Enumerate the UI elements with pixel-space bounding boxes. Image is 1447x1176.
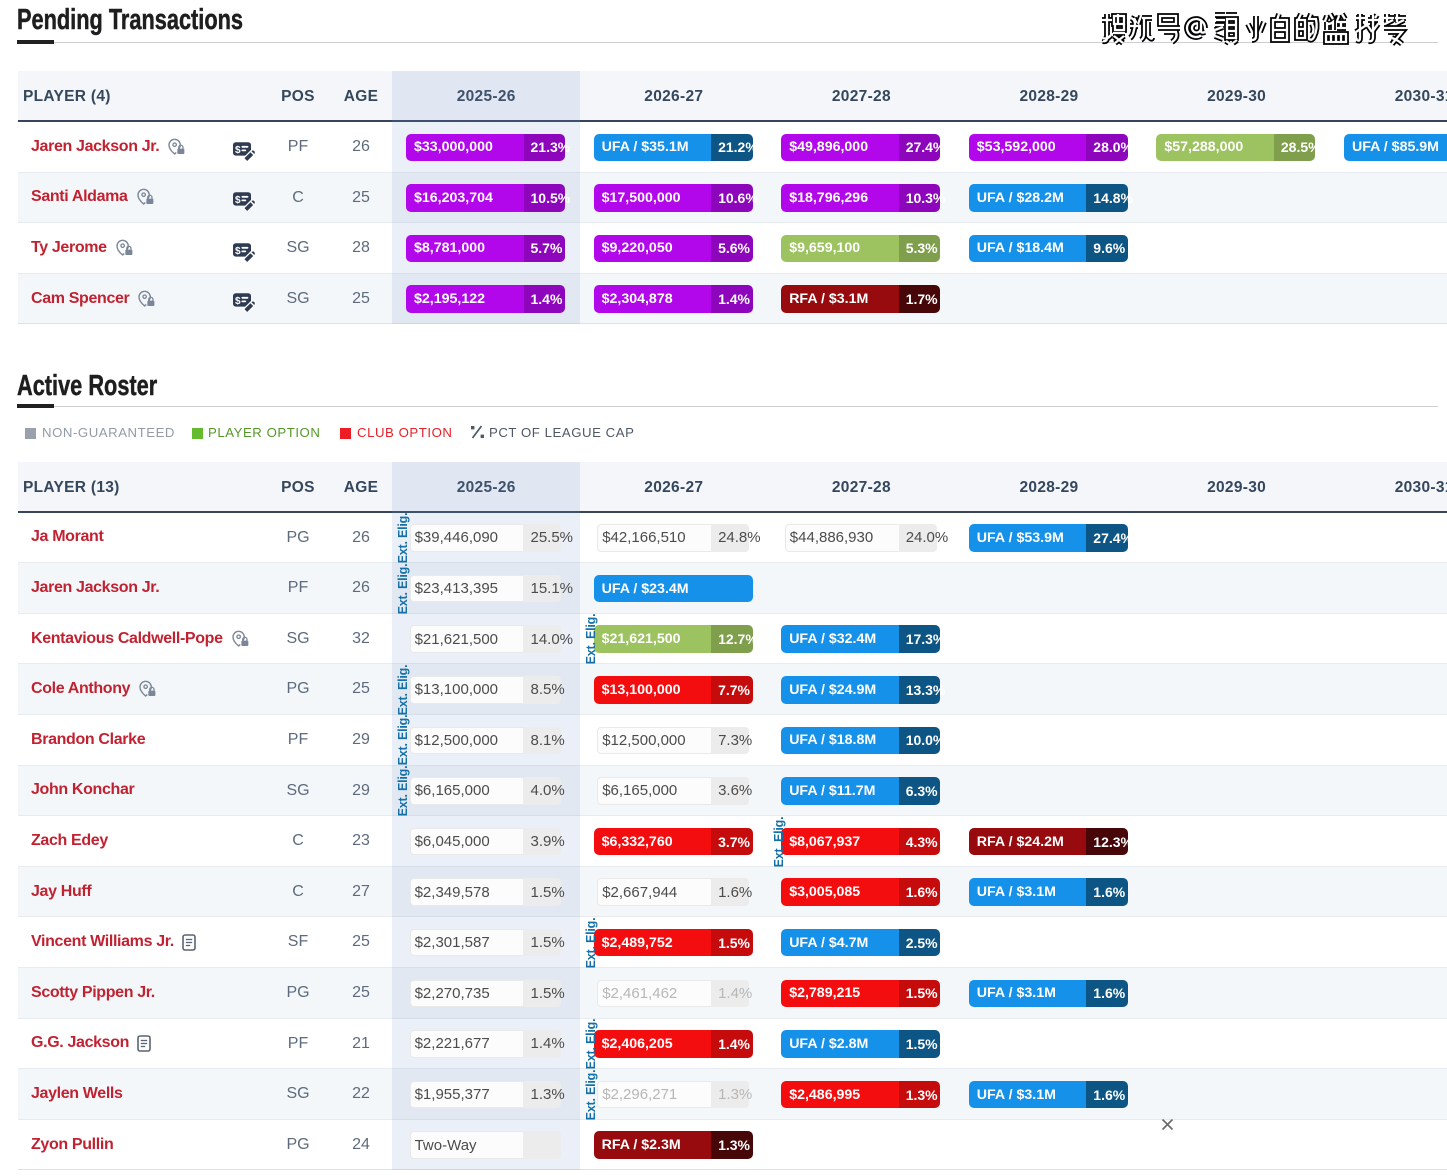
svg-text:$: $ [235,296,241,307]
svg-text:$: $ [235,246,241,257]
svg-text:$: $ [235,145,241,156]
svg-text:$: $ [235,195,241,206]
